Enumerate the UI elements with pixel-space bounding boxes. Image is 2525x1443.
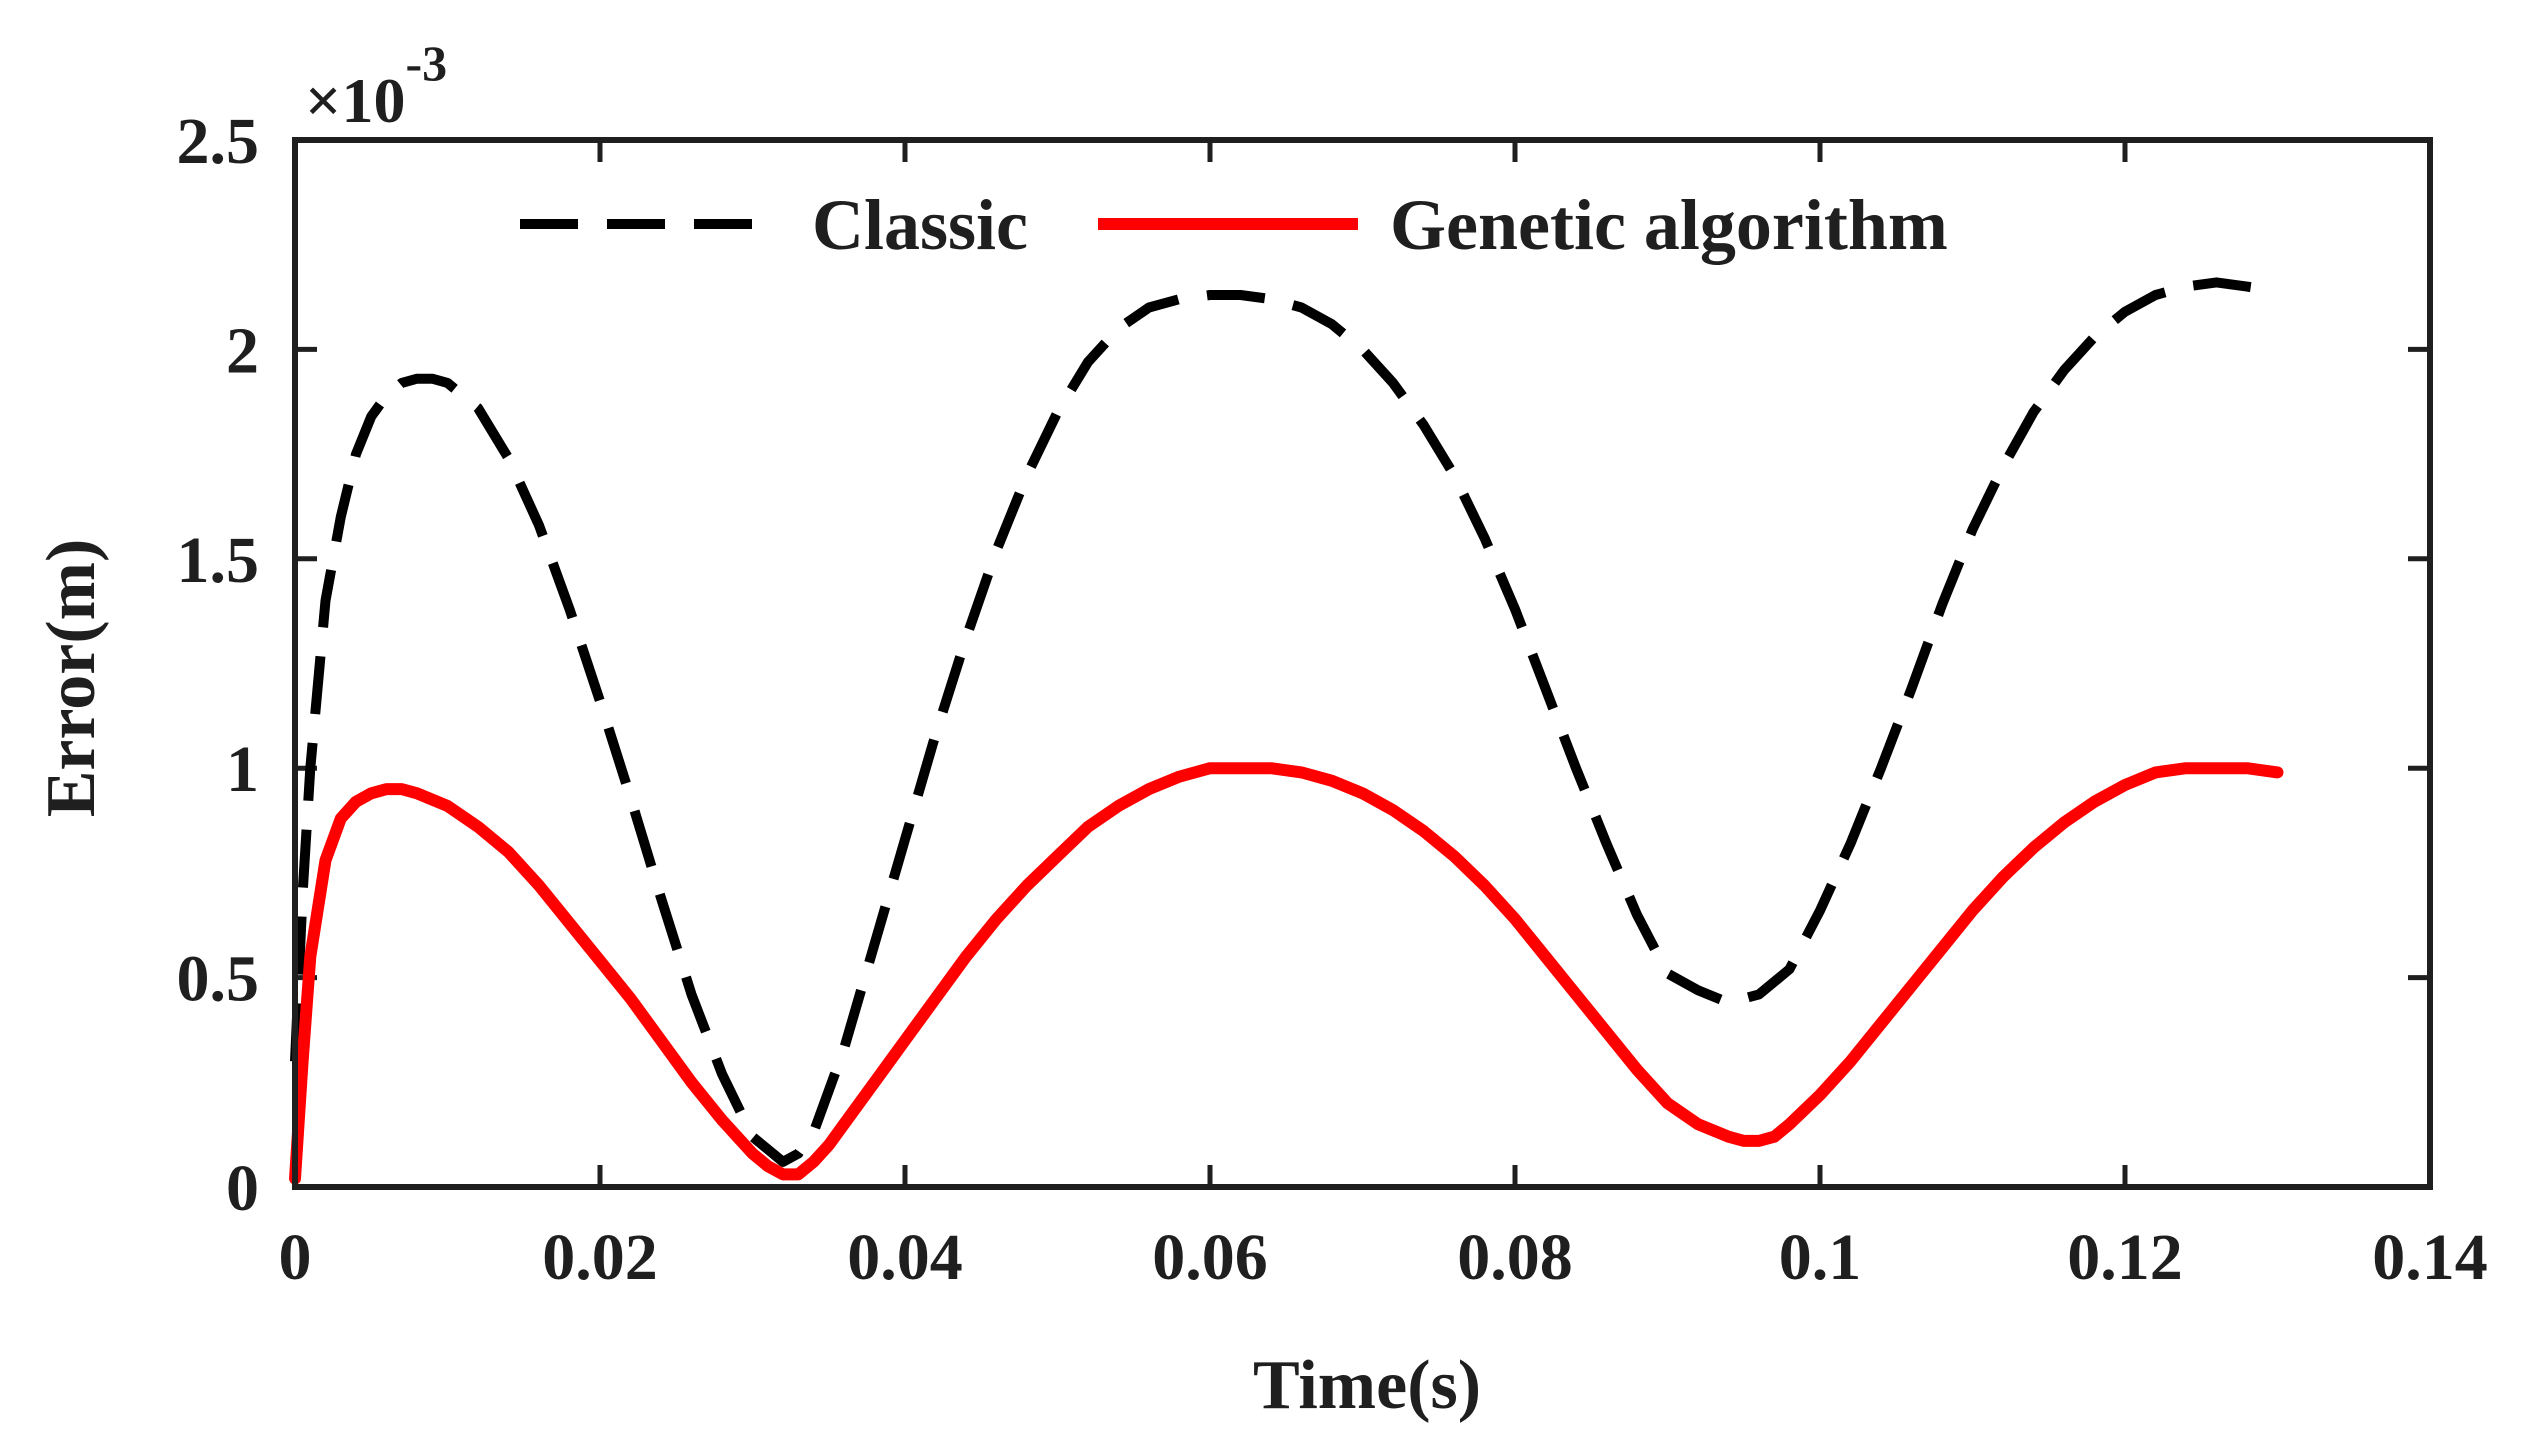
x-tick-label: 0.06 [1152,1221,1268,1294]
x-tick-label: 0.08 [1457,1221,1573,1294]
y-tick-label: 2 [226,314,259,387]
plot-series [289,277,2284,1185]
x-tick-label: 0.04 [847,1221,963,1294]
x-tick-label: 0.02 [542,1221,658,1294]
legend-genetic-label: Genetic algorithm [1390,185,1948,265]
legend: Classic Genetic algorithm [520,185,1948,265]
x-tick-label: 0.12 [2067,1221,2183,1294]
y-axis-exponent: ×10-3 [305,35,447,136]
x-tick-label: 0.1 [1779,1221,1862,1294]
y-axis-title: Error(m) [33,539,110,818]
y-tick-label: 0.5 [177,943,260,1016]
x-tick-label: 0.14 [2372,1221,2488,1294]
y-tick-label: 1.5 [177,524,260,597]
y-tick-label: 1 [226,733,259,806]
y-exponent-power: -3 [405,35,447,91]
tick-labels: 0 0.02 0.04 0.06 0.08 0.1 0.12 0.14 0 0.5 1 1.5 2 2.5 [177,105,2488,1294]
series-line-genetic-algorithm [289,762,2284,1185]
y-tick-label: 0 [226,1152,259,1225]
series-line-classic [290,277,2279,1167]
x-tick-label: 0 [279,1221,312,1294]
plot-frame [292,137,2433,1190]
legend-classic-label: Classic [812,185,1028,265]
y-tick-label: 2.5 [177,105,260,178]
x-axis-title: Time(s) [1253,1347,1481,1424]
y-exponent-base: ×10 [305,65,405,136]
